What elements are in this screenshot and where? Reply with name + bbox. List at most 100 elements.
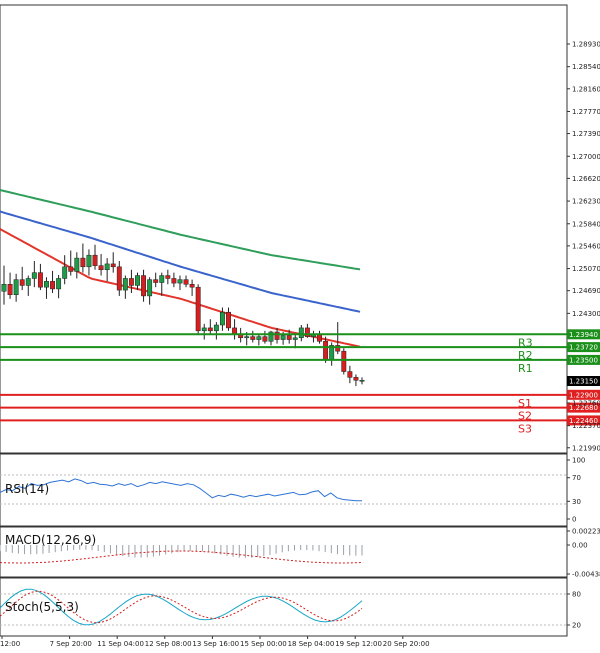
- candle-bullish: [56, 278, 62, 290]
- price-tick-label: 1.27770: [572, 108, 600, 116]
- price-tick-label: 1.21990: [572, 444, 600, 452]
- candle-bearish: [110, 263, 116, 268]
- rsi-tick-label: 30: [572, 498, 581, 506]
- stochastic-title: Stoch(5,5,3): [5, 600, 79, 614]
- pivot-tag-r3: [567, 329, 600, 340]
- macd-panel-frame: [0, 526, 568, 578]
- candle-bullish: [268, 331, 274, 342]
- pivot-name-r2: R2: [518, 349, 533, 362]
- candle-bearish: [165, 275, 171, 279]
- candle-bearish: [92, 254, 98, 266]
- time-tick-label: 15 Sep 00:00: [240, 640, 287, 648]
- pivot-name-r3: R3: [518, 336, 533, 349]
- candle-bullish: [62, 266, 68, 279]
- rsi-panel: RSI(14) 100 70 30 0: [0, 453, 585, 527]
- time-tick-label: 12 Sep 08:00: [145, 640, 192, 648]
- macd-signal-line: [0, 550, 363, 564]
- macd-tick-label: -0.004385: [572, 571, 600, 579]
- pivot-value-s2: 1.22680: [569, 404, 598, 412]
- candle-bullish: [147, 279, 153, 297]
- candle-bearish: [171, 278, 177, 284]
- price-tick-label: 1.25460: [572, 242, 600, 250]
- candle-bullish: [13, 279, 19, 295]
- price-tick-label: 1.28160: [572, 85, 600, 93]
- macd-tick-label: 0.002237: [572, 528, 600, 536]
- candle-bullish: [31, 272, 37, 279]
- pivot-tag-r2: [567, 342, 600, 353]
- rsi-tick-label: 70: [572, 474, 581, 482]
- rsi-title: RSI(14): [5, 482, 49, 496]
- candle-bullish: [159, 275, 165, 283]
- candle-bearish: [323, 341, 329, 361]
- candle-bearish: [195, 286, 201, 332]
- candle-bearish: [286, 335, 292, 340]
- pivot-tag-s1: [567, 389, 600, 400]
- candle-bearish: [189, 284, 195, 288]
- current-price-tag: 1.23150: [567, 376, 600, 386]
- stochastic-axis: 80 20: [567, 591, 581, 630]
- pivot-tag-r1: [567, 354, 600, 365]
- price-tick-label: 1.26230: [572, 198, 600, 206]
- candle-bullish: [244, 336, 250, 339]
- candle-bearish: [232, 327, 238, 334]
- time-tick-label: 11 Sep 04:00: [97, 640, 144, 648]
- pivot-name-s3: S3: [518, 422, 532, 435]
- time-tick-label: 13 Sep 16:00: [192, 640, 239, 648]
- price-tick-label: 1.28540: [572, 63, 600, 71]
- candle-bearish: [116, 266, 122, 291]
- price-tick-label: 1.25840: [572, 220, 600, 228]
- pivot-name-s2: S2: [518, 410, 532, 423]
- time-tick-label: 20 Sep 20:00: [383, 640, 430, 648]
- price-tick-label: 1.22760: [572, 399, 600, 407]
- pivot-value-s1: 1.22900: [569, 391, 598, 399]
- time-tick-label: 18 Sep 04:00: [288, 640, 335, 648]
- candle-bullish: [219, 311, 225, 326]
- candle-bullish: [292, 337, 298, 340]
- candle-bullish: [256, 336, 262, 340]
- candle-bullish: [280, 335, 286, 340]
- stoch-k-line: [0, 588, 363, 626]
- stochastic-panel-frame: [0, 577, 568, 637]
- time-axis: 12:00 7 Sep 20:00 11 Sep 04:00 12 Sep 08:00…: [0, 636, 430, 648]
- current-price-label: 1.23150: [569, 378, 598, 386]
- macd-axis: 0.002237 0.00 -0.004385: [567, 528, 600, 579]
- pivot-value-r1: 1.23500: [569, 356, 598, 364]
- stoch-tick-label: 20: [572, 622, 581, 630]
- candle-bearish: [128, 278, 134, 286]
- rsi-tick-label: 0: [572, 516, 576, 524]
- candle-bearish: [98, 265, 104, 270]
- price-panel: R3 1.23940 R2 1.23720 R1 1.23500 S1 1.22900 S2 1.…: [0, 4, 600, 454]
- candle-bullish: [122, 278, 128, 291]
- macd-histogram: [0, 545, 363, 558]
- candle-bullish: [104, 263, 110, 270]
- candle-bearish: [183, 279, 189, 285]
- candle-bearish: [250, 336, 256, 340]
- price-tick-label: 1.24690: [572, 287, 600, 295]
- candle-bearish: [37, 272, 43, 288]
- candle-bearish: [141, 275, 147, 297]
- candle-bearish: [262, 336, 268, 342]
- candle-bearish: [19, 279, 25, 286]
- pivot-name-r1: R1: [518, 362, 533, 375]
- time-tick-label: 19 Sep 12:00: [335, 640, 382, 648]
- pivot-tag-s2: [567, 402, 600, 413]
- price-tick-label: 1.27390: [572, 130, 600, 138]
- pivot-value-r2: 1.23720: [569, 344, 598, 352]
- pivot-tag-s3: [567, 415, 600, 426]
- price-tick-label: 1.22370: [572, 422, 600, 430]
- price-tick-label: 1.26620: [572, 175, 600, 183]
- macd-panel: MACD(12,26,9) 0.002237 0.00 -0.004385: [0, 526, 600, 579]
- candle-bullish: [25, 278, 31, 286]
- candle-bearish: [226, 311, 231, 329]
- time-tick-label: 7 Sep 20:00: [50, 640, 92, 648]
- pivot-name-s1: S1: [518, 397, 532, 410]
- price-tick-label: 1.24300: [572, 310, 600, 318]
- candle-bearish: [353, 377, 359, 381]
- rsi-line: [0, 478, 362, 502]
- macd-tick-label: 0.00: [572, 542, 588, 550]
- candle-bearish: [80, 257, 86, 268]
- pivot-levels: R3 1.23940 R2 1.23720 R1 1.23500 S1 1.22900 S2 1.…: [0, 329, 600, 435]
- price-panel-frame: [0, 4, 568, 454]
- candle-bearish: [50, 281, 55, 290]
- candle-bearish: [274, 331, 280, 340]
